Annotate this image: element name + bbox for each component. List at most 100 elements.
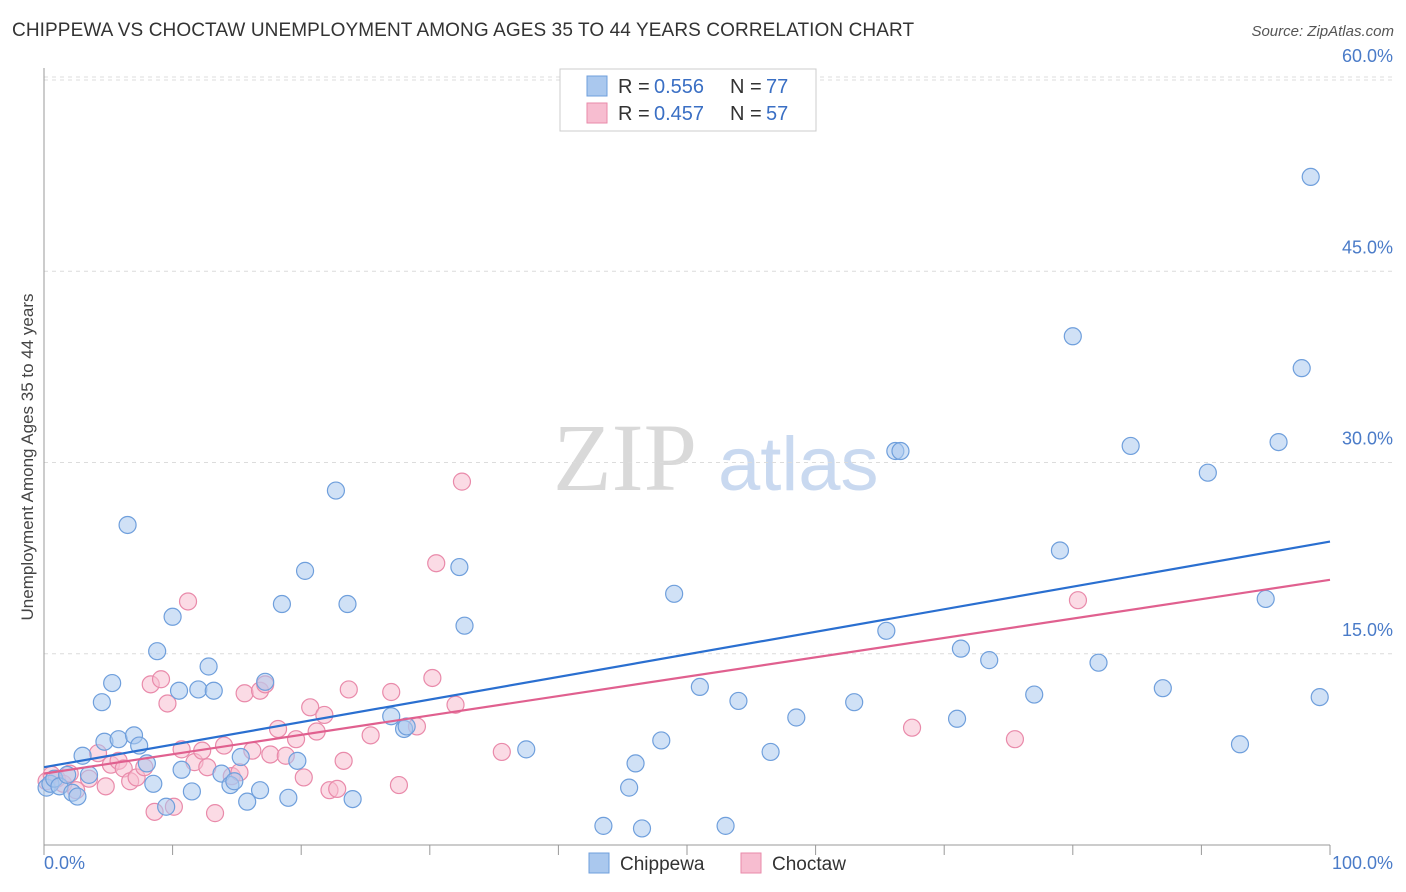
chippewa-point (326, 481, 346, 500)
choctaw-point (492, 742, 511, 762)
chippewa-point (1230, 735, 1250, 754)
legend-box: R = 0.556 N = 77 R = 0.457 N = 57 (559, 68, 817, 132)
choctaw-point (96, 777, 115, 796)
chippewa-point (1301, 167, 1320, 186)
watermark-zip: ZIP (553, 404, 697, 511)
chippewa-point (877, 621, 896, 640)
chippewa-point (455, 616, 474, 635)
chippewa-point (980, 651, 999, 670)
chippewa-point (1292, 359, 1311, 378)
chippewa-point (891, 441, 910, 461)
choctaw-point (328, 779, 347, 799)
legend-swatch-chippewa (586, 75, 608, 97)
chippewa-point (109, 730, 128, 749)
choctaw-point (261, 745, 280, 764)
chippewa-point (189, 680, 208, 699)
chippewa-point (1063, 327, 1082, 346)
choctaw-point (361, 726, 380, 745)
chippewa-point (148, 642, 167, 661)
chippewa-point (343, 789, 362, 809)
chippewa-point (1256, 589, 1275, 609)
chippewa-point (716, 816, 735, 835)
chippewa-trend-line (43, 540, 1331, 769)
y-tick-label: 60.0% (1342, 46, 1393, 66)
chippewa-point (1310, 687, 1329, 707)
x-tick-label: 0.0% (44, 853, 85, 873)
y-tick-label: 30.0% (1342, 429, 1393, 449)
choctaw-point (382, 682, 401, 702)
chippewa-point (92, 693, 111, 712)
chippewa-point (68, 787, 87, 806)
legend-n-label: N = (730, 76, 762, 98)
y-tick-label: 45.0% (1342, 237, 1393, 257)
choctaw-point (301, 698, 320, 717)
chippewa-point (951, 639, 971, 658)
chippewa-point (787, 708, 806, 727)
choctaw-point (427, 554, 446, 573)
bottom-legend-chippewa: Chippewa (620, 854, 705, 875)
chippewa-point (231, 747, 250, 767)
chippewa-point (1198, 463, 1217, 482)
choctaw-point (339, 680, 358, 699)
legend-n-value: 57 (766, 103, 788, 125)
chippewa-point (225, 772, 244, 791)
chippewa-point (103, 673, 122, 693)
trend-lines (43, 540, 1331, 775)
chippewa-point (272, 594, 292, 614)
chippewa-point (517, 740, 536, 759)
chippewa-point (157, 797, 176, 816)
chippewa-point (761, 742, 780, 762)
choctaw-point (902, 718, 922, 737)
watermark: ZIP atlas (553, 404, 879, 511)
chippewa-point (845, 693, 864, 712)
chippewa-point (1050, 541, 1070, 560)
choctaw-point (178, 592, 198, 611)
watermark-atlas: atlas (718, 422, 879, 507)
chippewa-point (288, 751, 307, 770)
legend-r-label: R = (618, 76, 650, 98)
y-axis-tick-labels: 15.0% 30.0% 45.0% 60.0% (1342, 46, 1393, 640)
chippewa-point (652, 731, 671, 750)
chippewa-point (665, 584, 684, 603)
legend-r-value: 0.457 (654, 103, 704, 125)
choctaw-point (446, 695, 465, 714)
chart-title: CHIPPEWA VS CHOCTAW UNEMPLOYMENT AMONG A… (12, 20, 915, 41)
choctaw-trend-line (43, 578, 1331, 775)
legend-swatch-choctaw (586, 102, 608, 124)
chippewa-point (144, 774, 163, 793)
choctaw-point (151, 670, 171, 689)
chippewa-point (256, 672, 275, 691)
y-tick-label: 15.0% (1342, 620, 1393, 640)
chippewa-point (947, 709, 967, 728)
chippewa-point (279, 788, 298, 807)
choctaw-point (315, 705, 334, 725)
chippewa-point (79, 765, 99, 784)
legend-r-value: 0.556 (654, 76, 704, 98)
grid-lines (44, 76, 1395, 655)
chippewa-point (729, 691, 748, 711)
choctaw-point (1005, 730, 1025, 749)
chippewa-point (690, 677, 709, 697)
bottom-legend-swatch-choctaw (740, 852, 762, 874)
chippewa-point (250, 781, 270, 800)
choctaw-point (389, 775, 409, 795)
chippewa-point (204, 681, 223, 700)
choctaw-point (235, 684, 254, 703)
chippewa-point (1269, 433, 1288, 452)
choctaw-point (1068, 591, 1088, 610)
chippewa-point (118, 515, 137, 535)
chippewa-point (169, 681, 189, 700)
chippewa-point (1025, 685, 1044, 704)
chippewa-point (199, 657, 218, 676)
legend-n-label: N = (730, 103, 762, 125)
legend-r-label: R = (618, 103, 650, 125)
chippewa-point (1089, 653, 1108, 672)
choctaw-point (158, 694, 177, 713)
choctaw-point (294, 768, 313, 787)
chippewa-point (163, 607, 182, 626)
source-credit: Source: ZipAtlas.com (1251, 23, 1394, 40)
legend-n-value: 77 (766, 76, 788, 98)
chippewa-point (338, 594, 357, 614)
bottom-legend-choctaw: Choctaw (772, 854, 846, 875)
